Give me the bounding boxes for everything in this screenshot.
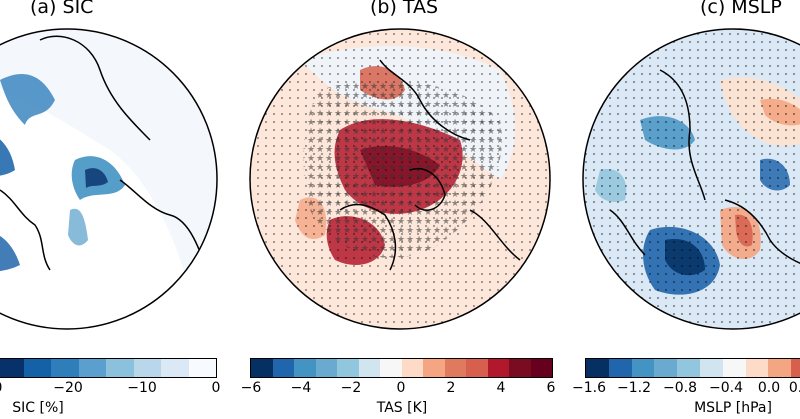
colorbar-swatch bbox=[677, 359, 700, 377]
colorbar-swatch bbox=[0, 359, 24, 377]
sic-map bbox=[0, 28, 218, 330]
tas-tick-2: −2 bbox=[340, 380, 362, 396]
colorbar-swatch bbox=[133, 359, 161, 377]
sic-tick-1: −20 bbox=[53, 380, 83, 396]
colorbar-swatch bbox=[768, 359, 792, 377]
colorbar-swatch bbox=[272, 359, 294, 377]
mslp-colorbar bbox=[585, 358, 800, 378]
colorbar-swatch bbox=[791, 359, 800, 377]
colorbar-swatch bbox=[401, 359, 423, 377]
colorbar-swatch bbox=[699, 359, 723, 377]
colorbar-swatch bbox=[188, 359, 216, 377]
colorbar-swatch bbox=[487, 359, 509, 377]
colorbar-swatch bbox=[466, 359, 488, 377]
mslp-tick-4: 0.0 bbox=[757, 380, 781, 396]
tas-tick-0: −6 bbox=[240, 380, 262, 396]
mslp-tick-3: −0.4 bbox=[709, 380, 743, 396]
colorbar-swatch bbox=[608, 359, 632, 377]
colorbar-swatch bbox=[631, 359, 655, 377]
colorbar-swatch bbox=[23, 359, 51, 377]
tas-tick-6: 6 bbox=[546, 380, 556, 396]
mslp-tick-0: −1.6 bbox=[572, 380, 606, 396]
colorbar-swatch bbox=[251, 359, 273, 377]
colorbar-swatch bbox=[444, 359, 466, 377]
panel-title-mslp: (c) MSLP bbox=[700, 0, 782, 18]
mslp-tick-1: −1.2 bbox=[617, 380, 651, 396]
colorbar-swatch bbox=[161, 359, 189, 377]
colorbar-swatch bbox=[745, 359, 769, 377]
mslp-tick-5: 0.4 bbox=[788, 380, 800, 396]
panel-title-sic: (a) SIC bbox=[30, 0, 94, 18]
sic-tick-2: −10 bbox=[127, 380, 157, 396]
mslp-map bbox=[582, 28, 800, 330]
sic-colorbar-label: SIC [%] bbox=[12, 400, 64, 416]
colorbar-swatch bbox=[106, 359, 134, 377]
tas-colorbar bbox=[250, 358, 553, 378]
sic-colorbar bbox=[0, 358, 217, 378]
tas-map bbox=[249, 28, 551, 330]
colorbar-swatch bbox=[509, 359, 531, 377]
panel-title-tas: (b) TAS bbox=[370, 0, 439, 18]
tas-colorbar-label: TAS [K] bbox=[376, 400, 428, 416]
colorbar-swatch bbox=[586, 359, 609, 377]
tas-tick-1: −4 bbox=[290, 380, 312, 396]
colorbar-swatch bbox=[358, 359, 380, 377]
colorbar-swatch bbox=[654, 359, 678, 377]
mslp-tick-2: −0.8 bbox=[663, 380, 697, 396]
colorbar-swatch bbox=[294, 359, 316, 377]
colorbar-swatch bbox=[78, 359, 106, 377]
sic-tick-3: 0 bbox=[211, 380, 221, 396]
colorbar-swatch bbox=[423, 359, 445, 377]
colorbar-swatch bbox=[722, 359, 746, 377]
mslp-colorbar-label: MSLP [hPa] bbox=[694, 400, 772, 416]
tas-tick-4: 2 bbox=[446, 380, 456, 396]
sic-tick-0: 0 bbox=[0, 380, 2, 396]
tas-tick-3: 0 bbox=[396, 380, 406, 396]
colorbar-swatch bbox=[380, 359, 402, 377]
colorbar-swatch bbox=[315, 359, 337, 377]
colorbar-swatch bbox=[51, 359, 79, 377]
tas-tick-5: 4 bbox=[496, 380, 506, 396]
colorbar-swatch bbox=[530, 359, 552, 377]
colorbar-swatch bbox=[337, 359, 359, 377]
